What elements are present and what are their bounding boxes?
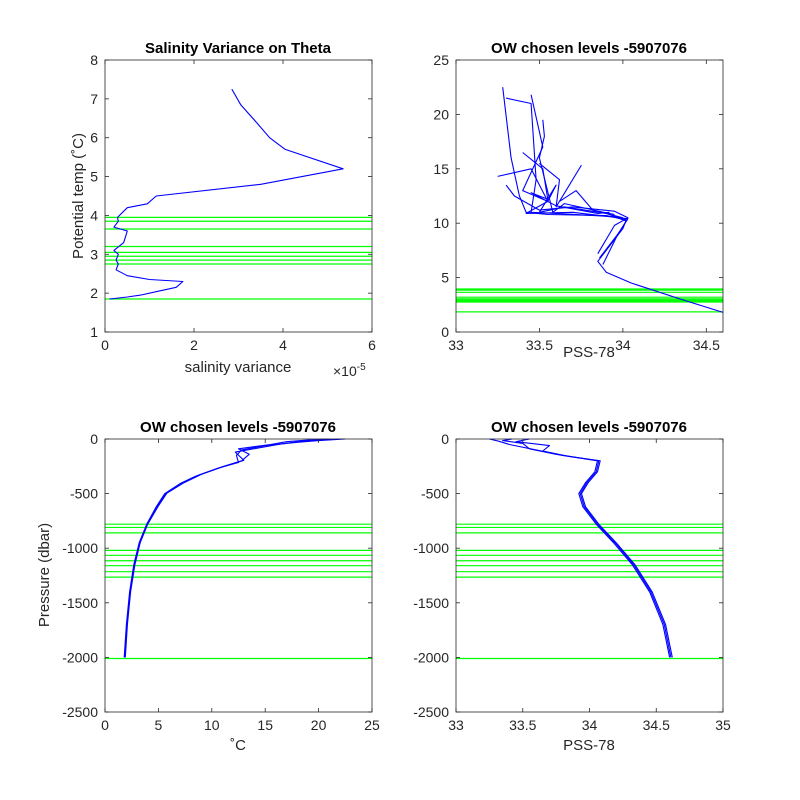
- y-tick-label: -1500: [413, 595, 449, 611]
- panel-3-plot-area: [105, 438, 372, 660]
- panel-4-plot-area: [456, 438, 723, 660]
- panel-temperature-pressure: OW chosen levels -5907076 0 5 10 15 20 25 0 -50…: [36, 419, 380, 754]
- panel-salinity-pressure: OW chosen levels -5907076 33 33.5 34 34.5 35…: [413, 419, 731, 754]
- y-tick-label: 6: [90, 130, 98, 146]
- x-tick-label: 33.5: [509, 717, 536, 733]
- y-tick-label: 1: [90, 324, 98, 340]
- profile-series-line: [505, 97, 627, 259]
- y-tick-label: -2500: [413, 704, 449, 720]
- profile-series-line: [489, 438, 671, 658]
- panel-1-ylabel: Potential temp (˚C): [70, 133, 87, 259]
- y-tick-label: 10: [433, 215, 449, 231]
- y-tick-label: -1000: [62, 540, 98, 556]
- y-tick-label: 4: [90, 207, 98, 223]
- panel-4-xlabel: PSS-78: [563, 737, 615, 754]
- profile-series-line: [505, 184, 629, 254]
- profile-series-line: [123, 438, 346, 658]
- x-tick-label: 34: [615, 337, 631, 353]
- y-tick-label: 5: [441, 270, 449, 286]
- y-tick-label: -1500: [62, 595, 98, 611]
- panel-2-title: OW chosen levels -5907076: [491, 40, 687, 57]
- panel-2-axes-box: [455, 59, 724, 333]
- y-tick-label: 5: [90, 169, 98, 185]
- profile-series-line: [502, 87, 724, 313]
- panel-1-xlabel: salinity variance: [185, 359, 292, 376]
- x-tick-label: 34: [582, 717, 598, 733]
- y-tick-label: -2000: [62, 649, 98, 665]
- x-tick-label: 33: [448, 717, 464, 733]
- panel-salinity-theta: OW chosen levels -5907076 33 33.5 34 34.5 0 5…: [433, 40, 724, 361]
- panel-3-ylabel: Pressure (dbar): [36, 523, 53, 627]
- y-tick-label: 3: [90, 246, 98, 262]
- x-tick-label: 5: [155, 717, 163, 733]
- x-tick-label: 34.5: [643, 717, 670, 733]
- y-tick-label: 2: [90, 285, 98, 301]
- x-tick-label: 0: [101, 337, 109, 353]
- profile-series-line: [539, 162, 615, 216]
- panel-3-xlabel: ˚C: [230, 737, 246, 754]
- panel-2-ticks: 33 33.5 34 34.5 0 5 10 15 20 25: [433, 52, 723, 353]
- x-tick-label: 6: [368, 337, 376, 353]
- x-tick-label: 33: [448, 337, 464, 353]
- profile-series-line: [502, 438, 672, 658]
- panel-3-ticks: 0 5 10 15 20 25 0 -500 -1000 -1500 -2000 -2500: [62, 431, 380, 733]
- y-tick-label: -500: [421, 486, 449, 502]
- y-tick-label: 8: [90, 52, 98, 68]
- y-tick-label: 20: [433, 106, 449, 122]
- x-tick-label: 0: [101, 717, 109, 733]
- panel-3-axes-box: [104, 438, 373, 713]
- panel-2-plot-area: [456, 87, 724, 313]
- y-tick-label: 0: [441, 431, 449, 447]
- panel-1-x-exponent: ×10-5: [333, 362, 366, 379]
- panel-4-title: OW chosen levels -5907076: [491, 419, 687, 436]
- y-tick-label: -2500: [62, 704, 98, 720]
- profile-series-line: [522, 152, 610, 214]
- x-tick-label: 4: [279, 337, 287, 353]
- y-tick-label: 0: [441, 324, 449, 340]
- y-tick-label: 0: [90, 431, 98, 447]
- y-tick-label: 15: [433, 161, 449, 177]
- panel-salinity-variance: Salinity Variance on Theta 0 2 4 612345678 …: [70, 40, 376, 379]
- x-tick-label: 35: [715, 717, 731, 733]
- panel-1-plot-area: [105, 88, 372, 300]
- panel-1-title: Salinity Variance on Theta: [145, 40, 332, 57]
- x-tick-label: 33.5: [526, 337, 553, 353]
- panel-2-xlabel: PSS-78: [563, 344, 615, 361]
- x-tick-label: 34.5: [693, 337, 720, 353]
- panel-3-title: OW chosen levels -5907076: [140, 419, 336, 436]
- x-tick-label: 10: [204, 717, 220, 733]
- y-tick-label: -500: [70, 486, 98, 502]
- y-tick-label: -1000: [413, 540, 449, 556]
- x-tick-label: 2: [190, 337, 198, 353]
- x-tick-label: 20: [311, 717, 327, 733]
- profile-series-line: [124, 438, 330, 658]
- y-tick-label: 25: [433, 52, 449, 68]
- profile-series-line: [124, 438, 341, 658]
- x-tick-label: 25: [364, 717, 380, 733]
- profile-series-line: [522, 94, 629, 265]
- profile-series-line: [109, 88, 344, 300]
- x-tick-label: 15: [257, 717, 273, 733]
- panel-1-ticks: 0 2 4 6 1 2 3 4 5 6 7 8: [90, 52, 376, 353]
- y-tick-label: -2000: [413, 649, 449, 665]
- profile-series-line: [515, 438, 673, 658]
- y-tick-label: 7: [90, 91, 98, 107]
- panel-1-axes-box: [104, 59, 373, 333]
- panel-4-ticks: 33 33.5 34 34.5 35 0 -500 -1000 -1500 -2000 -2500: [413, 431, 731, 733]
